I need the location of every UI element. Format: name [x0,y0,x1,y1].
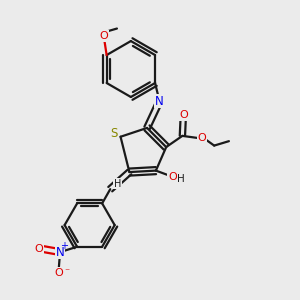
Text: O: O [197,133,206,143]
Text: N: N [155,95,164,108]
Text: O: O [34,244,43,254]
Text: N: N [56,246,64,259]
Text: +: + [61,241,68,250]
Text: ⁻: ⁻ [64,268,69,278]
Text: O: O [99,31,108,41]
Text: O: O [179,110,188,120]
Text: S: S [110,127,118,140]
Text: H: H [114,179,121,189]
Text: O: O [168,172,177,182]
Text: O: O [54,268,63,278]
Text: H: H [177,174,185,184]
